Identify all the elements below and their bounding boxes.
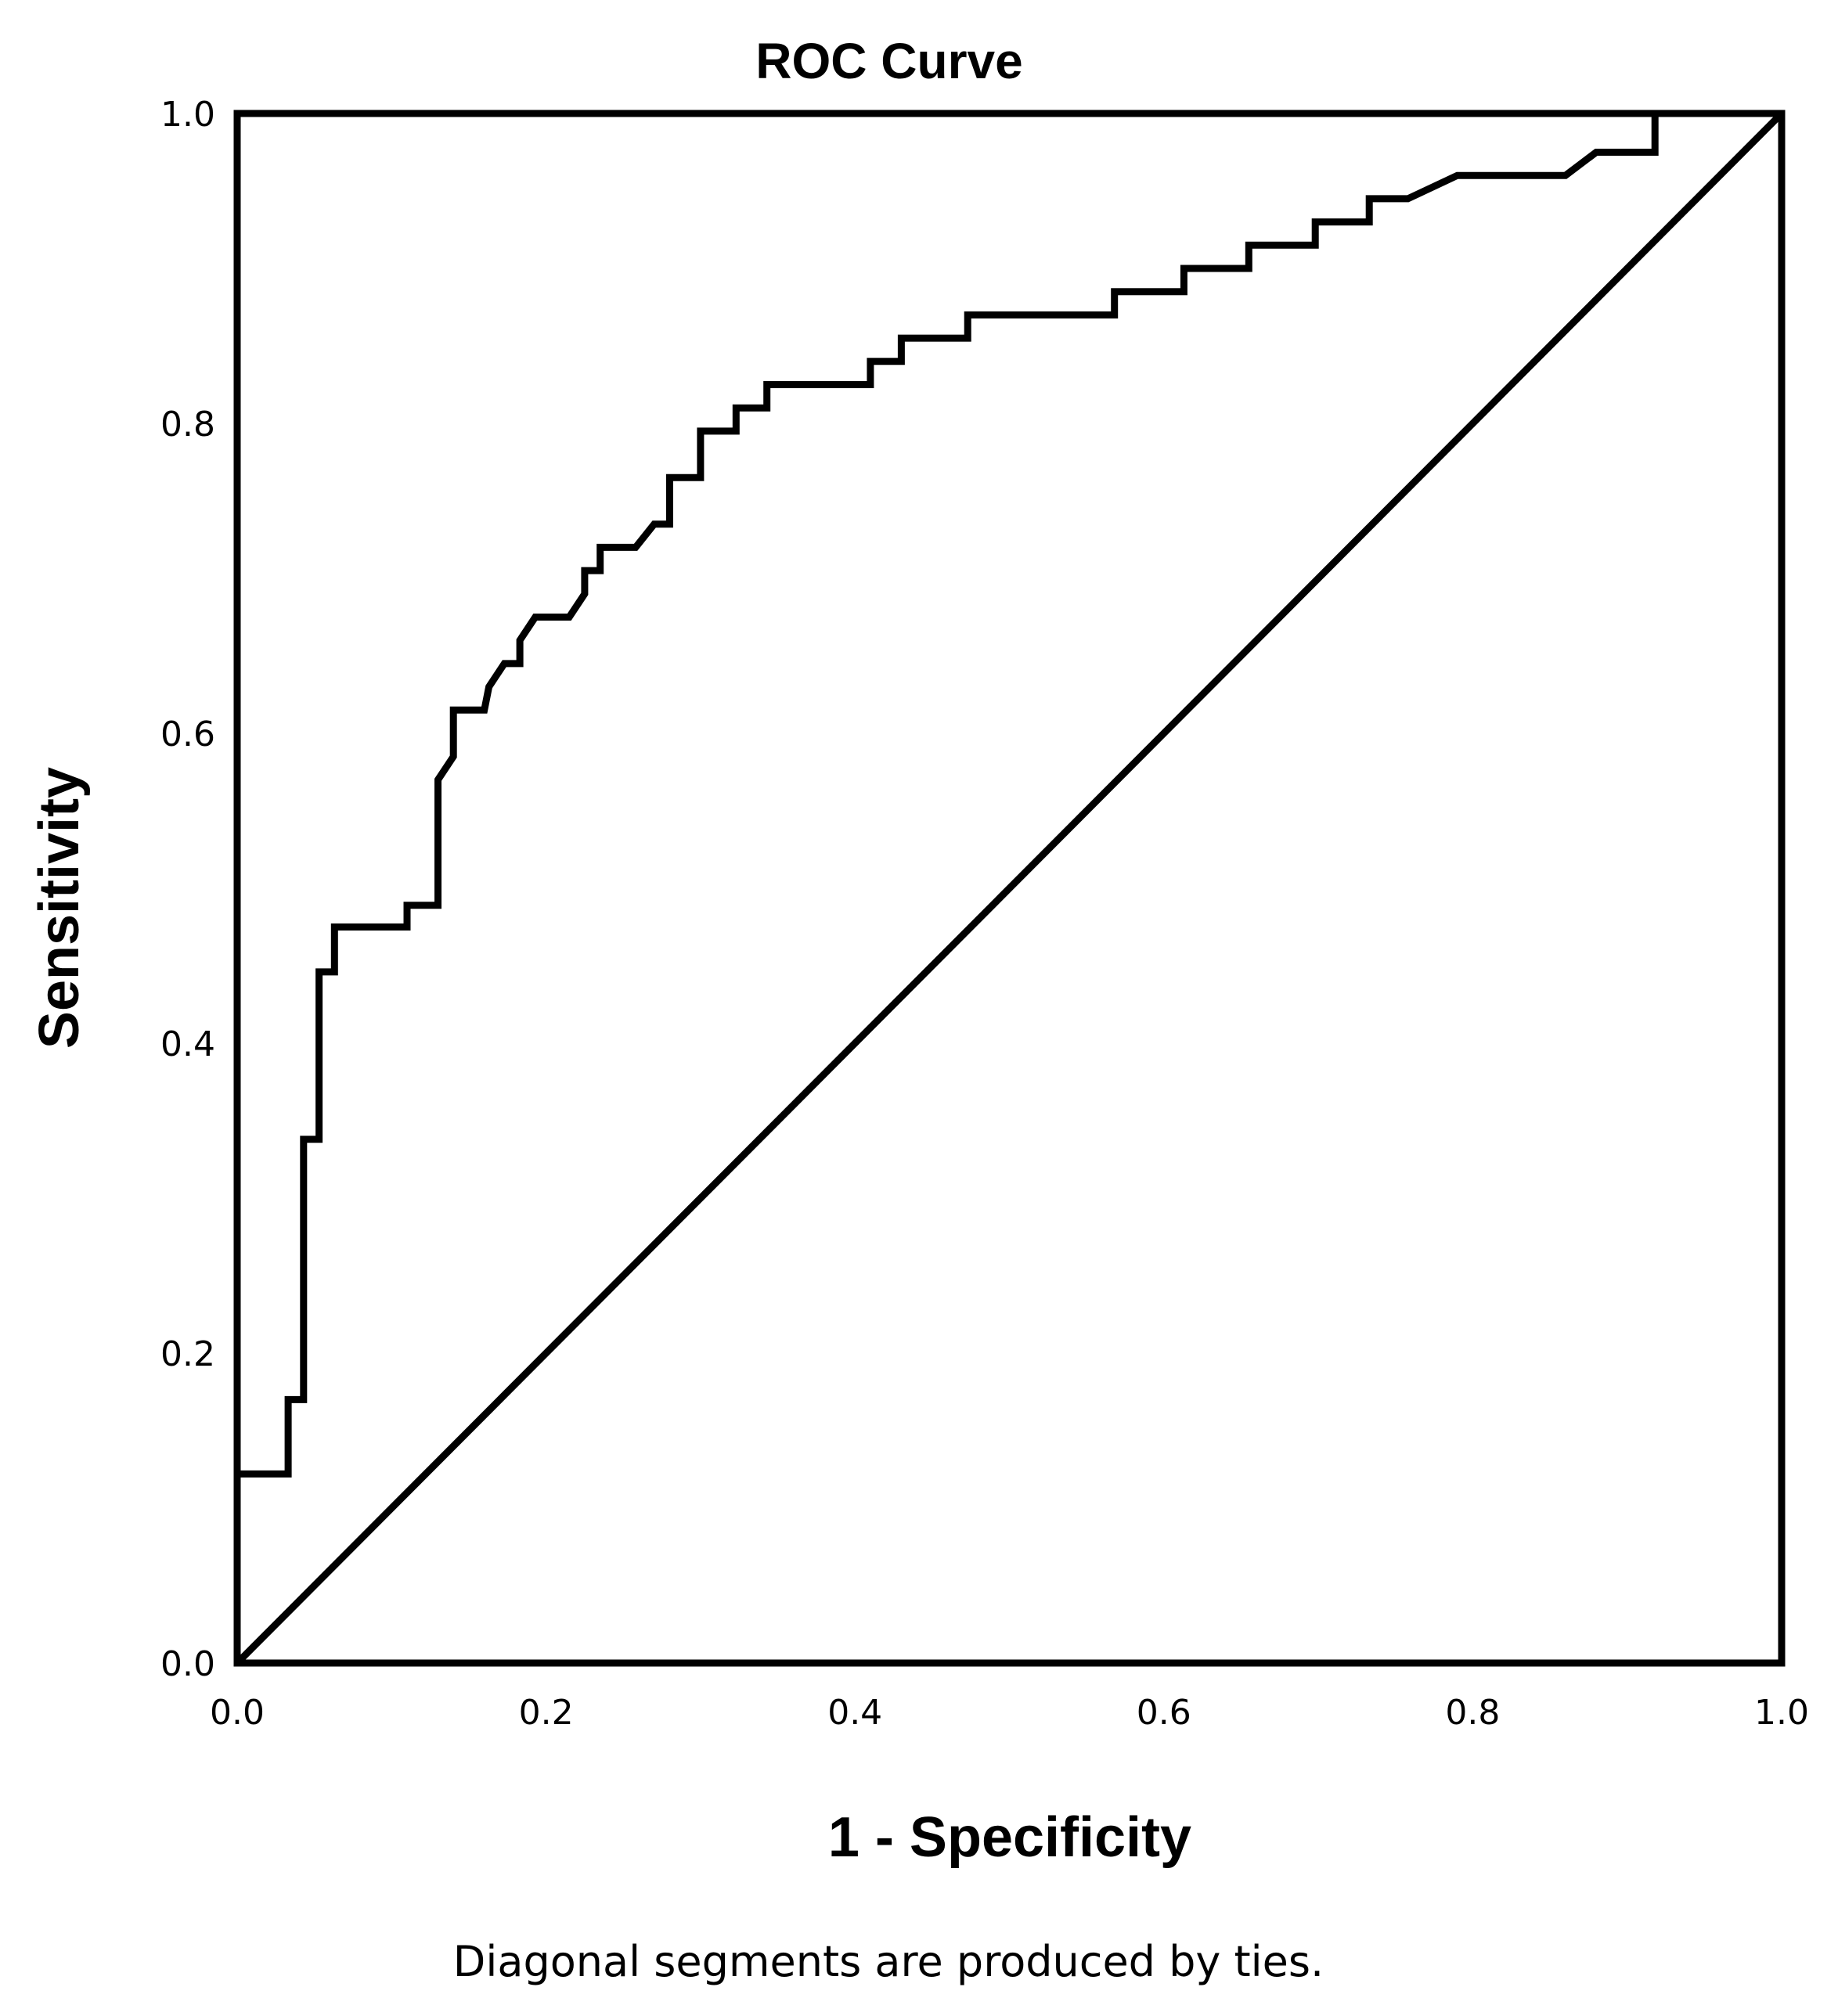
y-tick-label: 0.0 — [160, 1644, 215, 1684]
series-layer — [233, 110, 1785, 1666]
y-tick-label: 0.8 — [160, 405, 215, 445]
y-axis-ticks: 0.0 0.2 0.4 0.6 0.8 1.0 — [160, 95, 215, 1684]
x-axis-label: 1 - Specificity — [828, 1806, 1191, 1869]
footnote: Diagonal segments are produced by ties. — [453, 1937, 1324, 1986]
y-tick-label: 0.2 — [160, 1334, 215, 1374]
x-tick-label: 0.4 — [827, 1693, 882, 1733]
y-tick-label: 0.4 — [160, 1024, 215, 1064]
x-tick-label: 1.0 — [1754, 1693, 1809, 1733]
chart-title: ROC Curve — [755, 33, 1022, 89]
x-tick-label: 0.2 — [519, 1693, 574, 1733]
x-axis-ticks: 0.0 0.2 0.4 0.6 0.8 1.0 — [210, 1693, 1809, 1733]
x-tick-label: 0.6 — [1137, 1693, 1191, 1733]
y-tick-label: 0.6 — [160, 715, 215, 754]
roc-curve-line — [233, 110, 1782, 1663]
y-tick-label: 1.0 — [160, 95, 215, 135]
x-tick-label: 0.0 — [210, 1693, 265, 1733]
plot-frame — [233, 110, 1786, 1667]
reference-diagonal-line — [234, 110, 1785, 1666]
x-tick-label: 0.8 — [1445, 1693, 1500, 1733]
y-axis-label: Sensitivity — [28, 767, 91, 1049]
